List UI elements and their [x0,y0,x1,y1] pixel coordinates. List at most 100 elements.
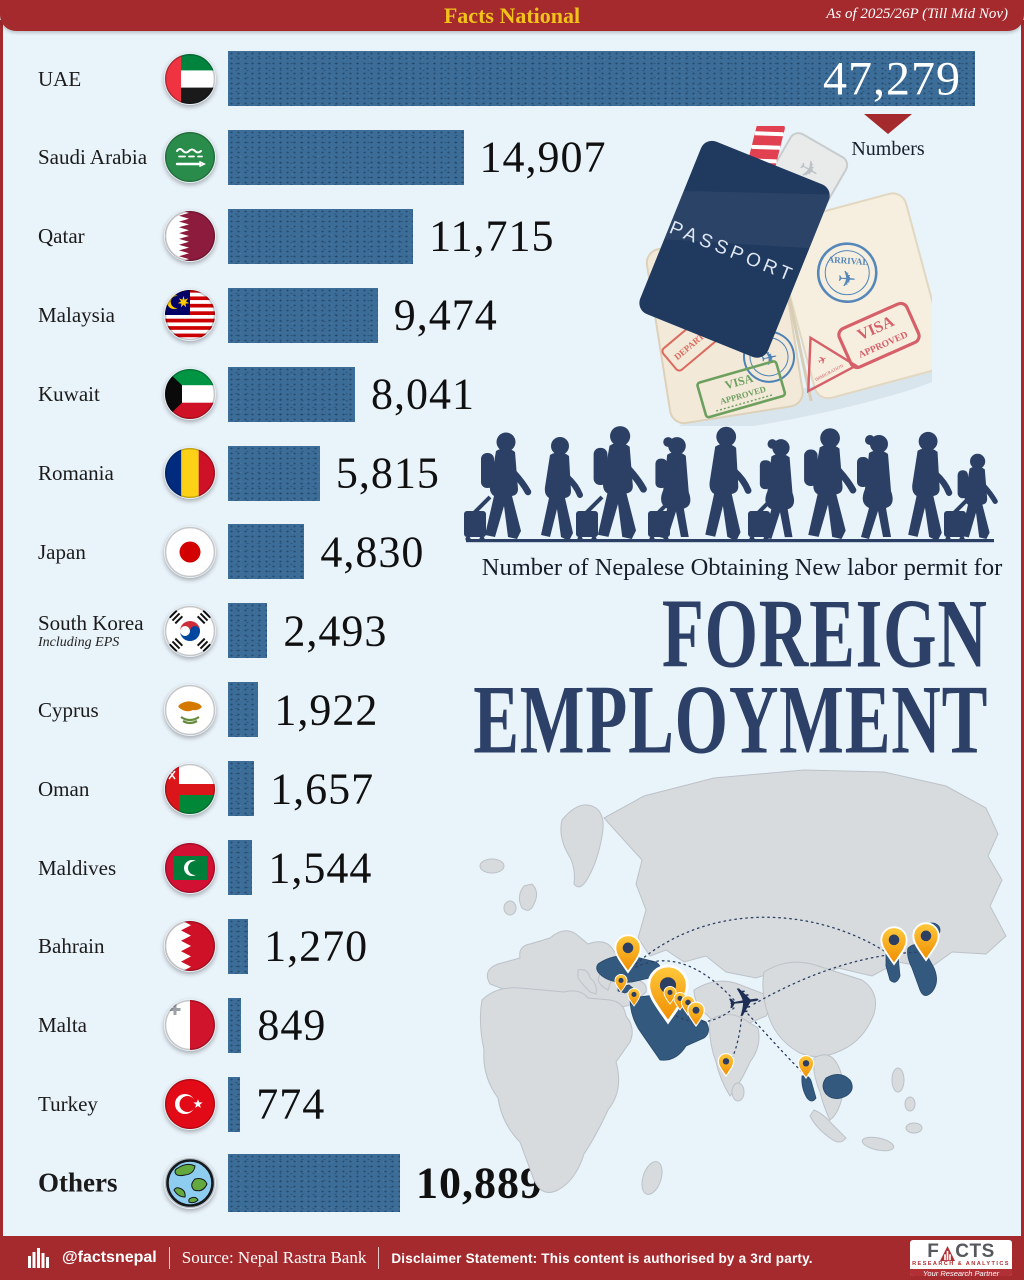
bar-row-oman: Oman 1,657 [0,761,1024,817]
country-label: Saudi Arabia [38,145,147,169]
country-label: Kuwait [38,382,100,406]
brand-title: Facts National [443,3,581,28]
as-of-note: As of 2025/26P (Till Mid Nov) [826,6,1008,22]
value-bar [228,682,259,738]
bar-row-turkey: Turkey 774 [0,1076,1024,1132]
bahrain-flag-icon [164,920,216,972]
country-name: Others [38,1167,118,1198]
svg-text:ARRIVAL: ARRIVAL [827,254,868,267]
flight-routes [633,916,923,1075]
passport-illustration: ARRIVAL ✈ VISA APPROVED ✈ IMMIGRATION ✈ … [639,126,932,426]
value-bar [228,366,355,422]
bar-chart-icon [28,1248,49,1268]
country-name: Cyprus [38,697,99,722]
value-label: 774 [256,1079,326,1129]
country-name: Maldives [38,855,117,880]
value-label: 1,270 [264,921,369,971]
bar-row-kuwait: Kuwait 8,041 [0,366,1024,422]
chart-subtitle: Number of Nepalese Obtaining New labor p… [481,554,1003,581]
value-bar [228,997,242,1053]
country-name: Saudi Arabia [38,145,148,170]
footer-bar: @factsnepal Source: Nepal Rastra Bank Di… [0,1236,1024,1280]
country-label: Qatar [38,224,85,248]
country-name: UAE [38,66,82,91]
turkey-flag-icon [164,1078,216,1130]
value-bar [228,287,378,343]
country-name: Bahrain [38,934,105,959]
country-note: Including EPS [38,634,120,650]
bar-row-qatar: Qatar 11,715 [0,208,1024,264]
value-label: 849 [257,1000,327,1050]
country-name: Turkey [38,1092,98,1117]
value-label: 2,493 [283,606,388,656]
value-label: 9,474 [393,290,498,340]
header-bar: Facts National As of 2025/26P (Till Mid … [0,0,1024,31]
bar-row-saudi-arabia: Saudi Arabia 14,907 [0,129,1024,185]
malta-flag-icon [164,999,216,1051]
value-bar [228,1076,241,1132]
bar-row-romania: Romania 5,815 [0,445,1024,501]
bar-row-others: Others 10,889 [0,1153,1024,1212]
saudi-arabia-flag-icon [164,131,216,183]
value-bar [228,918,249,974]
country-label: Others [38,1167,117,1198]
country-name: Romania [38,460,114,485]
right-border-strip [1021,20,1024,1250]
bar-row-bahrain: Bahrain 1,270 [0,918,1024,974]
country-label: Oman [38,777,89,801]
title-line-1: FOREIGN [662,580,988,690]
value-axis-label: Numbers [851,138,925,160]
passport-cover [639,140,830,358]
svg-text:✈: ✈ [837,267,857,293]
country-label: South Korea Including EPS [38,611,144,651]
country-label: Malta [38,1013,87,1037]
value-label: 8,041 [371,369,476,419]
oman-flag-icon [164,763,216,815]
value-label: 5,815 [335,448,440,498]
japan-flag-icon [164,526,216,578]
value-bar [228,1153,400,1212]
social-handle: @factsnepal [62,1249,157,1266]
value-bar [228,761,255,817]
country-label: Cyprus [38,698,99,722]
cyprus-flag-icon [164,684,216,736]
value-bar [228,129,464,185]
title-line-2: EMPLOYMENT [473,666,988,776]
country-label: Malaysia [38,303,115,327]
country-name: Malaysia [38,303,115,328]
uae-flag-icon [164,53,216,105]
value-label: 1,657 [270,764,375,814]
bar-row-cyprus: Cyprus 1,922 [0,682,1024,738]
maldives-flag-icon [164,842,216,894]
facts-logo: F CTS RESEARCH & ANALYTICS Your Research… [910,1240,1012,1276]
value-bar [228,208,414,264]
country-label: Bahrain [38,934,104,958]
country-name: Japan [38,539,86,564]
value-bar [228,51,975,106]
qatar-flag-icon [164,210,216,262]
bar-row-south-korea: South Korea Including EPS 2,493 [0,603,1024,659]
disclaimer: Disclaimer Statement: This content is au… [391,1250,813,1266]
globe-icon [164,1157,216,1209]
value-label: 10,889 [416,1158,544,1208]
south-korea-flag-icon [164,605,216,657]
footer-divider [378,1247,380,1269]
country-name: Qatar [38,224,85,249]
arrival-stamp: ARRIVAL ✈ [816,242,878,303]
bar-row-japan: Japan 4,830 [0,524,1024,580]
down-arrow-icon [864,114,912,134]
value-bar [228,524,305,580]
malaysia-flag-icon [164,289,216,341]
country-label: Maldives [38,855,116,879]
kuwait-flag-icon [164,368,216,420]
value-label: 14,907 [479,132,607,182]
value-label: 1,922 [274,685,379,735]
migrants-silhouette-illustration [462,398,1012,548]
bar-row-maldives: Maldives 1,544 [0,840,1024,895]
bar-row-malaysia: Malaysia 9,474 [0,287,1024,343]
left-border-strip [0,20,3,1250]
data-source: Source: Nepal Rastra Bank [181,1248,367,1267]
country-name: South Korea [38,610,144,635]
value-bar [228,840,253,895]
